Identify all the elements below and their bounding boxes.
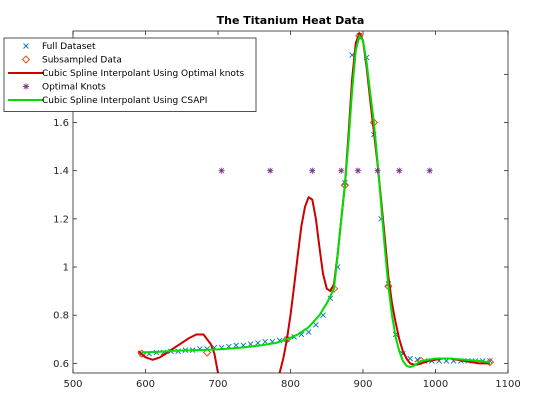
series-point-0 <box>313 322 319 328</box>
legend-swatch <box>21 55 31 64</box>
series-point-3 <box>218 167 225 174</box>
series-point-3 <box>338 167 345 174</box>
legend-label: Cubic Spline Interpolant Using CSAPI <box>42 96 207 106</box>
series-line-4 <box>141 34 491 368</box>
legend-label: Subsampled Data <box>42 56 122 66</box>
series-point-3 <box>374 167 381 174</box>
legend-label: Cubic Spline Interpolant Using Optimal k… <box>42 69 244 79</box>
x-tick-label: 1100 <box>495 379 520 390</box>
x-tick-label: 500 <box>63 379 82 390</box>
legend-label: Full Dataset <box>42 42 96 52</box>
legend-swatch <box>23 43 29 49</box>
legend-swatch <box>23 83 29 90</box>
legend-label: Optimal Knots <box>42 83 106 93</box>
series-point-3 <box>354 167 361 174</box>
series-point-1 <box>202 348 212 357</box>
series-point-0 <box>305 329 312 335</box>
y-tick-label: 0.8 <box>53 311 69 322</box>
series-point-3 <box>267 167 274 174</box>
y-tick-label: 1.4 <box>53 166 69 177</box>
y-tick-label: 1.2 <box>53 214 69 225</box>
x-tick-label: 800 <box>281 379 300 390</box>
y-tick-label: 1.6 <box>53 118 69 129</box>
series-point-3 <box>396 167 403 174</box>
y-tick-label: 1 <box>63 263 69 274</box>
legend: Full Dataset Subsampled Data Cubic Spline … <box>3 37 257 112</box>
x-tick-label: 600 <box>136 379 155 390</box>
x-tick-label: 1000 <box>423 379 448 390</box>
axes: 500600700800900100011000.60.811.21.41.61… <box>53 30 521 390</box>
chart-title: The Titanium Heat Data <box>217 14 365 27</box>
series-layer <box>137 31 495 373</box>
legend-box <box>3 37 257 112</box>
y-tick-label: 0.6 <box>53 359 69 370</box>
series-point-0 <box>262 338 268 345</box>
series-point-3 <box>426 167 433 174</box>
series-point-3 <box>309 167 316 174</box>
x-tick-label: 700 <box>208 379 227 390</box>
x-tick-label: 900 <box>353 379 372 390</box>
